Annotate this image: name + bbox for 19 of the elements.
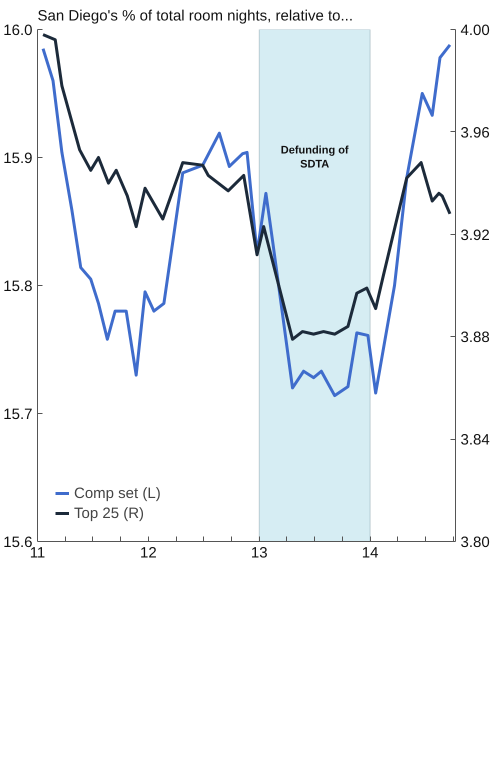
y2-tick-label: 3.84 bbox=[460, 432, 490, 449]
y2-tick-label: 3.88 bbox=[460, 329, 490, 346]
x-tick-label: 12 bbox=[140, 544, 157, 562]
y2-tick-label: 3.80 bbox=[460, 534, 490, 551]
chart-title: San Diego's % of total room nights, relative to... bbox=[38, 8, 354, 24]
y-tick-label: 15.8 bbox=[3, 278, 33, 295]
legend-label: Top 25 (R) bbox=[74, 504, 144, 522]
band-label: Defunding of SDTA bbox=[280, 144, 349, 171]
legend-label: Comp set (L) bbox=[74, 484, 161, 502]
line-series bbox=[42, 43, 452, 398]
y2-tick-label: 3.96 bbox=[460, 124, 490, 142]
line-series bbox=[42, 33, 452, 341]
y-tick-label: 16.0 bbox=[3, 22, 33, 39]
y-tick-label: 15.9 bbox=[3, 150, 33, 167]
x-tick-label: 14 bbox=[362, 544, 378, 562]
y2-tick-label: 4.00 bbox=[460, 22, 490, 39]
x-tick-label: 13 bbox=[250, 544, 268, 562]
y2-tick-label: 3.92 bbox=[460, 226, 490, 244]
y-tick-label: 15.7 bbox=[3, 406, 33, 423]
